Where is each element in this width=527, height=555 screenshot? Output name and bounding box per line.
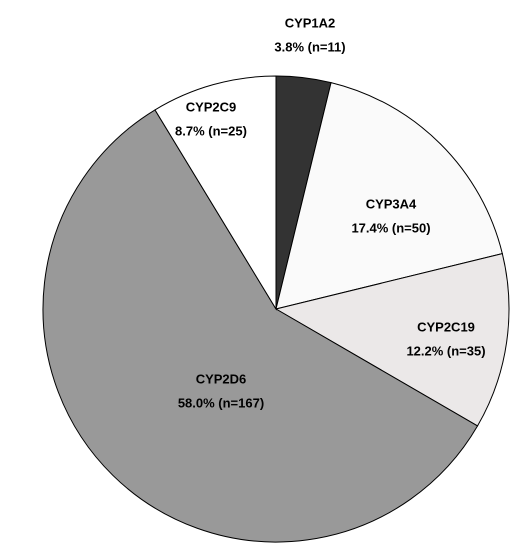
pie-slice [42, 109, 479, 543]
slice-value-label: 8.7% (n=25) [175, 123, 247, 138]
pie-slice [275, 81, 503, 310]
pie-slice [274, 252, 510, 427]
slice-label: CYP3A4 [366, 196, 417, 211]
slice-label: CYP2C19 [417, 319, 475, 334]
slice-label: CYP2D6 [196, 371, 247, 386]
slice-value-label: 17.4% (n=50) [351, 220, 430, 235]
pie-slice [154, 75, 277, 311]
slice-value-label: 58.0% (n=167) [178, 395, 264, 410]
slice-label: CYP1A2 [285, 15, 336, 30]
slice-label: CYP2C9 [186, 99, 237, 114]
slice-value-label: 3.8% (n=11) [274, 39, 345, 54]
slice-value-label: 12.2% (n=35) [406, 343, 485, 358]
